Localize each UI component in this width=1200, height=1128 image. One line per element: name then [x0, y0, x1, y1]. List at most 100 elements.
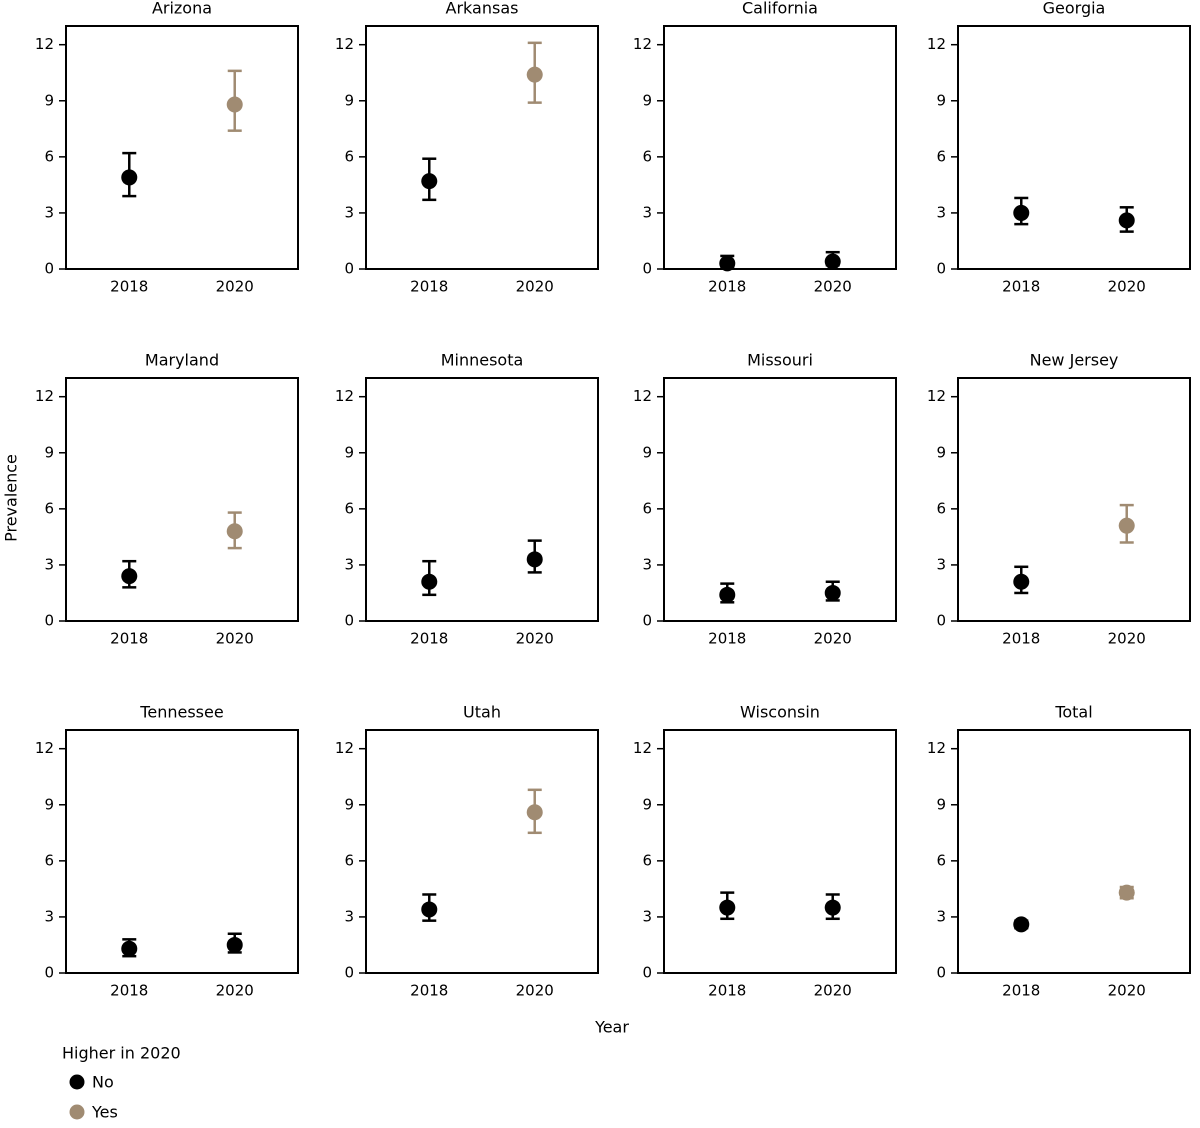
y-tick-label: 3 [44, 555, 54, 573]
x-tick-label: 2020 [1108, 278, 1146, 296]
x-tick-label: 2020 [216, 982, 254, 1000]
point [526, 804, 543, 821]
y-tick-label: 12 [927, 35, 946, 53]
x-tick-label: 2018 [708, 982, 746, 1000]
y-tick-label: 12 [633, 739, 652, 757]
point [719, 899, 736, 916]
panel-title: Arizona [152, 0, 212, 18]
x-tick-label: 2020 [516, 630, 554, 648]
y-tick-label: 9 [344, 91, 354, 109]
x-tick-label: 2018 [1002, 982, 1040, 1000]
plot-frame [663, 729, 897, 974]
y-tick-label: 6 [642, 851, 652, 869]
plot-frame [65, 729, 299, 974]
plot-frame [957, 25, 1191, 270]
plot-frame [365, 729, 599, 974]
y-tick-label: 3 [44, 203, 54, 221]
point [1013, 204, 1030, 221]
y-tick-label: 9 [642, 443, 652, 461]
point [421, 573, 438, 590]
x-tick-label: 2018 [110, 630, 148, 648]
point [526, 551, 543, 568]
y-tick-label: 0 [936, 260, 946, 278]
y-tick-label: 3 [936, 203, 946, 221]
plot-frame [65, 25, 299, 270]
y-tick-label: 0 [44, 260, 54, 278]
panel-title: New Jersey [1030, 351, 1119, 370]
y-tick-label: 12 [633, 387, 652, 405]
panel-title: Minnesota [441, 351, 524, 370]
y-tick-label: 9 [44, 795, 54, 813]
plot-frame [365, 25, 599, 270]
x-tick-label: 2020 [814, 630, 852, 648]
point [226, 523, 243, 540]
x-tick-label: 2020 [1108, 982, 1146, 1000]
y-tick-label: 12 [633, 35, 652, 53]
y-tick-label: 9 [344, 443, 354, 461]
panel-title: California [742, 0, 818, 18]
point [1118, 884, 1135, 901]
y-tick-label: 9 [936, 91, 946, 109]
x-tick-label: 2020 [1108, 630, 1146, 648]
y-tick-label: 0 [642, 964, 652, 982]
y-axis-label: Prevalence [2, 454, 21, 542]
panel-title: Georgia [1043, 0, 1106, 18]
x-tick-label: 2020 [814, 982, 852, 1000]
x-tick-label: 2018 [1002, 630, 1040, 648]
y-tick-label: 6 [344, 851, 354, 869]
panel-title: Maryland [145, 351, 219, 370]
y-tick-label: 3 [44, 907, 54, 925]
point [121, 568, 138, 585]
plot-frame [663, 25, 897, 270]
y-tick-label: 0 [44, 612, 54, 630]
y-tick-label: 12 [335, 35, 354, 53]
point [824, 899, 841, 916]
point [226, 96, 243, 113]
y-tick-label: 6 [344, 147, 354, 165]
point [1013, 573, 1030, 590]
y-tick-label: 6 [936, 499, 946, 517]
point [421, 173, 438, 190]
y-tick-label: 9 [44, 91, 54, 109]
point [1118, 517, 1135, 534]
y-tick-label: 0 [642, 260, 652, 278]
point [226, 936, 243, 953]
y-tick-label: 12 [35, 35, 54, 53]
panel-title: Tennessee [139, 703, 223, 722]
x-tick-label: 2020 [814, 278, 852, 296]
point [824, 253, 841, 270]
y-tick-label: 9 [642, 795, 652, 813]
y-tick-label: 9 [344, 795, 354, 813]
y-tick-label: 3 [936, 555, 946, 573]
x-tick-label: 2018 [410, 278, 448, 296]
legend-label: Yes [91, 1103, 118, 1122]
y-tick-label: 3 [642, 555, 652, 573]
point [1013, 916, 1030, 933]
y-tick-label: 0 [936, 612, 946, 630]
x-tick-label: 2020 [216, 278, 254, 296]
panel-title: Total [1054, 703, 1092, 722]
point [526, 66, 543, 83]
x-axis-label: Year [594, 1018, 629, 1037]
panel-title: Wisconsin [740, 703, 820, 722]
legend-label: No [92, 1073, 114, 1092]
y-tick-label: 3 [642, 203, 652, 221]
plot-frame [663, 377, 897, 622]
legend-title: Higher in 2020 [62, 1044, 181, 1063]
panel-title: Arkansas [446, 0, 519, 18]
plot-frame [365, 377, 599, 622]
y-tick-label: 9 [936, 443, 946, 461]
y-tick-label: 0 [936, 964, 946, 982]
y-tick-label: 3 [344, 907, 354, 925]
x-tick-label: 2018 [708, 278, 746, 296]
y-tick-label: 9 [936, 795, 946, 813]
y-tick-label: 9 [44, 443, 54, 461]
x-tick-label: 2018 [110, 982, 148, 1000]
x-tick-label: 2018 [110, 278, 148, 296]
point [121, 940, 138, 957]
point [121, 169, 138, 186]
y-tick-label: 6 [344, 499, 354, 517]
plot-frame [957, 729, 1191, 974]
y-tick-label: 6 [44, 147, 54, 165]
y-tick-label: 0 [344, 260, 354, 278]
